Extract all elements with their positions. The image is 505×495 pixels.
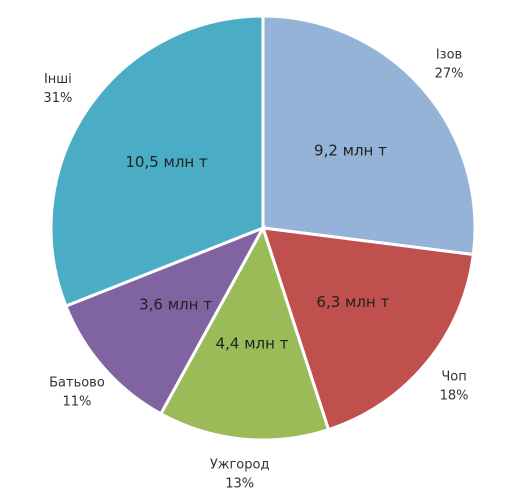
percent-label: 13% <box>225 477 254 492</box>
slice-inner-label: 10,5 млн т <box>125 153 208 171</box>
category-label: Ужгород <box>210 458 270 473</box>
slice-inner-label: 6,3 млн т <box>316 293 389 311</box>
pie-slice <box>49 14 265 308</box>
slice-inner-label: 4,4 млн т <box>216 335 289 353</box>
percent-label: 31% <box>43 91 72 106</box>
percent-label: 27% <box>435 66 464 81</box>
slice-inner-label: 9,2 млн т <box>314 141 387 159</box>
pie-slice <box>158 224 331 442</box>
pie-slice <box>63 225 267 416</box>
pie-slice <box>260 226 476 432</box>
category-label: Інші <box>44 72 72 87</box>
category-label: Чоп <box>441 370 466 385</box>
category-label: Ізов <box>436 47 462 62</box>
slice-inner-label: 3,6 млн т <box>139 296 212 314</box>
category-label: Батьово <box>49 376 105 391</box>
pie-slice <box>261 14 477 257</box>
percent-label: 11% <box>63 395 92 410</box>
percent-label: 18% <box>440 389 469 404</box>
